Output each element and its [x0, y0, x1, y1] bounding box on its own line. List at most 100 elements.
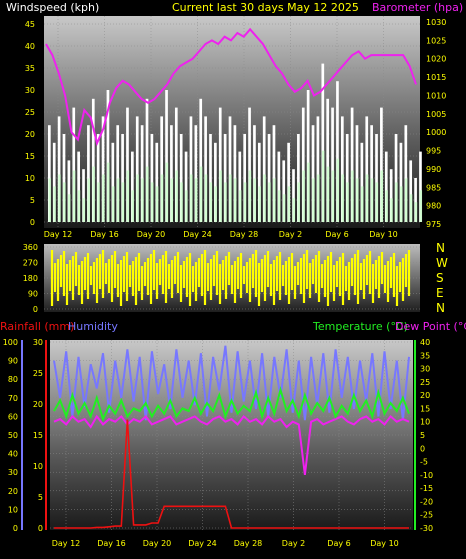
- temp-y-tick: 25: [420, 378, 430, 387]
- barometer-y-tick: 1000: [426, 128, 446, 137]
- humidity-y-tick: 10: [8, 505, 18, 514]
- humidity-y-tick: 100: [3, 338, 18, 347]
- wind-bar: [228, 116, 232, 222]
- avg-wind-bar: [404, 178, 408, 222]
- wind-bar: [253, 125, 256, 222]
- wind-bar: [204, 116, 207, 222]
- wind-bar: [238, 151, 242, 222]
- wind-bar: [414, 178, 417, 222]
- wind-x-tick: Day 2: [279, 230, 302, 239]
- rain-y-tick: 0: [38, 524, 43, 533]
- direction-y-tick: 90: [28, 290, 38, 299]
- wind-bar: [116, 125, 120, 222]
- wind-y-ticks: 45 40 35 30 25 20 15 10 5 0: [25, 20, 35, 227]
- rainfall-line: [54, 419, 409, 529]
- wind-bar: [135, 116, 139, 222]
- wind-bar: [301, 107, 305, 222]
- rainfall-axis-title: Rainfall (mm): [0, 320, 74, 333]
- wind-plot-area: [44, 16, 420, 228]
- wind-bar: [243, 134, 247, 222]
- compass-label: N: [436, 301, 445, 315]
- wind-bar: [126, 107, 129, 222]
- temp-x-tick: Day 24: [188, 539, 217, 548]
- avg-wind-bar: [414, 202, 418, 222]
- compass-label: W: [436, 256, 448, 270]
- avg-wind-bar: [346, 182, 349, 222]
- barometer-y-tick: 985: [426, 183, 441, 192]
- wind-y-tick: 15: [25, 152, 35, 161]
- wind-bar: [48, 125, 51, 222]
- wind-bar: [380, 107, 383, 222]
- avg-wind-bar: [292, 198, 296, 222]
- avg-wind-bar: [126, 170, 130, 222]
- avg-wind-bar: [341, 174, 344, 222]
- wind-bar: [321, 63, 325, 222]
- wind-bar: [262, 116, 266, 222]
- wind-bar: [384, 151, 388, 222]
- temp-x-tick: Day 12: [52, 539, 81, 548]
- avg-wind-bar: [336, 158, 340, 222]
- barometer-y-tick: 1020: [426, 55, 446, 64]
- temp-x-tick: Day 28: [234, 539, 263, 548]
- avg-wind-bar: [234, 178, 237, 222]
- wind-bar: [194, 125, 198, 222]
- avg-wind-bar: [97, 182, 100, 222]
- avg-wind-bar: [312, 178, 315, 222]
- compass-label: N: [436, 241, 445, 255]
- wind-bar: [170, 125, 173, 222]
- temperature-line: [53, 386, 410, 422]
- wind-bar: [67, 160, 71, 222]
- avg-wind-bar: [214, 186, 217, 222]
- wind-marks: [45, 27, 423, 222]
- avg-wind-bar: [224, 182, 227, 222]
- humidity-y-tick: 40: [8, 450, 18, 459]
- wind-x-tick: Day 24: [183, 230, 212, 239]
- wind-y-tick: 40: [25, 42, 35, 51]
- humidity-y-tick: 0: [13, 524, 18, 533]
- avg-wind-bar: [356, 178, 359, 222]
- avg-wind-bar: [131, 190, 134, 222]
- avg-wind-bar: [258, 186, 261, 222]
- barometer-y-tick: 1015: [426, 73, 446, 82]
- avg-wind-bar: [317, 174, 320, 222]
- avg-wind-bar: [199, 166, 203, 222]
- temp-x-tick: Day 20: [143, 539, 172, 548]
- barometer-y-tick: 1005: [426, 110, 446, 119]
- avg-wind-bar: [175, 170, 178, 222]
- wind-bar: [297, 134, 300, 222]
- wind-bar: [399, 142, 403, 222]
- wind-bar: [82, 169, 85, 222]
- wind-bar: [199, 98, 203, 222]
- temp-y-tick: 10: [420, 418, 430, 427]
- avg-wind-bar: [326, 166, 330, 222]
- humidity-y-tick: 80: [8, 375, 18, 384]
- rain-y-tick: 30: [33, 338, 43, 347]
- wind-x-tick: Day 28: [230, 230, 259, 239]
- direction-y-tick: 270: [23, 259, 38, 268]
- avg-wind-bar: [331, 170, 335, 222]
- wind-bar: [360, 142, 364, 222]
- temp-y-ticks: 40 35 30 25 20 15 10 5 0 -5 -10 -15 -20 -25 -30: [420, 338, 433, 533]
- avg-wind-bar: [82, 198, 86, 222]
- wind-bar: [340, 116, 344, 222]
- avg-wind-bar: [321, 150, 325, 222]
- avg-wind-bar: [351, 170, 354, 222]
- temp-y-tick: -30: [420, 524, 433, 533]
- temp-y-tick: 15: [420, 404, 430, 413]
- wind-x-tick: Day 12: [44, 230, 73, 239]
- avg-wind-bar: [63, 182, 66, 222]
- avg-wind-bar: [77, 190, 81, 222]
- rain-y-tick: 10: [33, 462, 43, 471]
- wind-y-tick: 20: [25, 130, 35, 139]
- wind-bar: [350, 107, 354, 222]
- wind-y-tick: 0: [30, 218, 35, 227]
- avg-wind-bar: [361, 186, 364, 222]
- avg-wind-bar: [102, 174, 105, 222]
- wind-bar: [370, 125, 373, 222]
- rain-y-tick: 20: [33, 400, 43, 409]
- wind-bar: [306, 90, 310, 222]
- wind-bar: [287, 142, 290, 222]
- wind-bar: [209, 134, 212, 222]
- humidity-y-tick: 30: [8, 468, 18, 477]
